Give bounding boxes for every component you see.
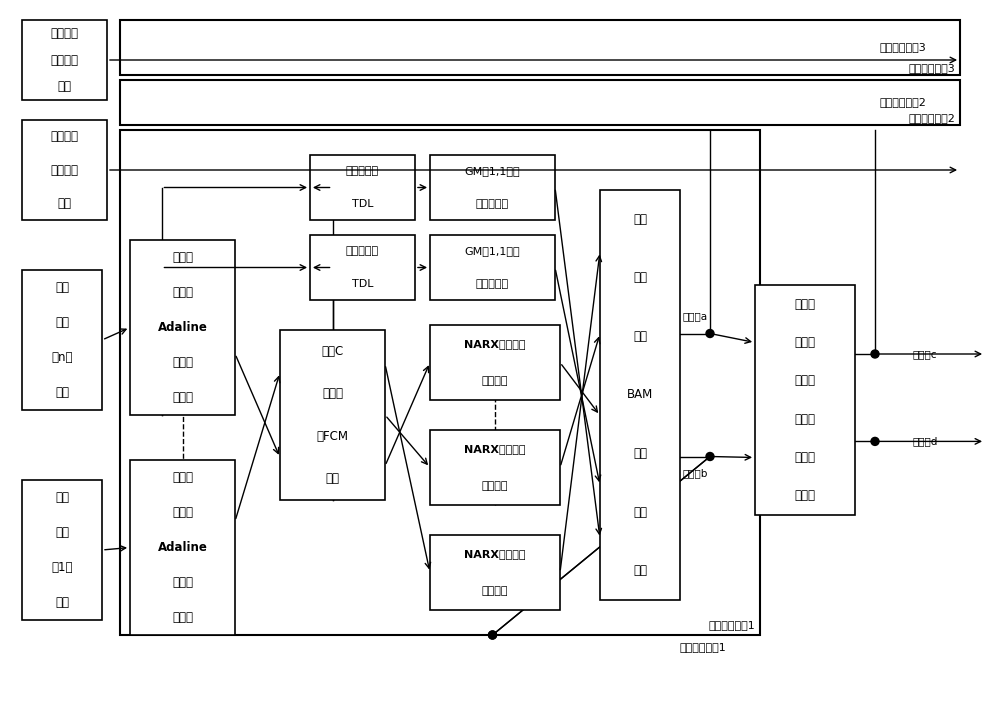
Bar — [600, 190, 680, 600]
Text: NARX神经网络: NARX神经网络 — [464, 339, 526, 349]
Text: 波动值d: 波动值d — [912, 437, 938, 447]
Text: 温度预: 温度预 — [794, 451, 816, 464]
Text: 预测模型: 预测模型 — [482, 376, 508, 386]
Text: 系数的: 系数的 — [794, 336, 816, 349]
Text: 神经网: 神经网 — [172, 576, 193, 589]
Text: 出值: 出值 — [58, 80, 72, 93]
Text: TDL: TDL — [352, 279, 373, 289]
Text: 二元联: 二元联 — [794, 298, 816, 311]
Text: 络模型: 络模型 — [172, 611, 193, 624]
Text: 确定值c: 确定值c — [913, 349, 937, 359]
Text: 参数检测模块1: 参数检测模块1 — [680, 642, 727, 652]
Text: 模型: 模型 — [326, 472, 340, 485]
Text: 联系: 联系 — [633, 271, 647, 285]
Text: 小波神: 小波神 — [794, 374, 816, 388]
Text: 按拍延迟线: 按拍延迟线 — [346, 246, 379, 257]
Text: 均值聚: 均值聚 — [322, 387, 343, 400]
Text: 多个风速: 多个风速 — [50, 27, 78, 40]
Text: 神经网: 神经网 — [172, 356, 193, 369]
Text: 传感: 传感 — [55, 526, 69, 539]
Circle shape — [871, 350, 879, 358]
Text: 测模型: 测模型 — [794, 489, 816, 503]
Text: 二元: 二元 — [633, 213, 647, 226]
Bar — [22, 120, 107, 220]
Text: TDL: TDL — [352, 199, 373, 209]
Bar — [130, 460, 235, 635]
Circle shape — [706, 453, 714, 461]
Bar — [120, 80, 960, 125]
Text: 器n输: 器n输 — [51, 351, 73, 364]
Text: 温度: 温度 — [55, 281, 69, 294]
Text: 模糊C: 模糊C — [321, 345, 344, 358]
Bar — [430, 325, 560, 400]
Text: NARX神经网络: NARX神经网络 — [464, 444, 526, 454]
Bar — [430, 155, 555, 220]
Text: 色预测模型: 色预测模型 — [476, 279, 509, 289]
Bar — [430, 535, 560, 610]
Text: 多个湿度: 多个湿度 — [50, 130, 78, 143]
Text: 出值: 出值 — [55, 596, 69, 609]
Text: 传感器输: 传感器输 — [50, 163, 78, 177]
Text: Adaline: Adaline — [158, 541, 207, 554]
Text: NARX神经网络: NARX神经网络 — [464, 549, 526, 559]
Text: 预测模型: 预测模型 — [482, 586, 508, 597]
Text: 器1输: 器1输 — [51, 561, 73, 574]
Text: 数的: 数的 — [633, 330, 647, 343]
Text: GM（1,1）灰: GM（1,1）灰 — [465, 246, 520, 257]
Bar — [130, 240, 235, 415]
Text: 网络: 网络 — [633, 505, 647, 519]
Bar — [22, 270, 102, 410]
Circle shape — [488, 631, 496, 639]
Bar — [22, 480, 102, 620]
Text: 参数检测模块1: 参数检测模块1 — [708, 620, 755, 630]
Text: 确定值a: 确定值a — [682, 311, 708, 322]
Text: GM（1,1）灰: GM（1,1）灰 — [465, 166, 520, 176]
Text: 类FCM: 类FCM — [316, 430, 349, 443]
Text: 神经: 神经 — [633, 447, 647, 460]
Bar — [310, 235, 415, 300]
Text: 单元的: 单元的 — [172, 506, 193, 519]
Bar — [280, 330, 385, 500]
Text: 参数检测模块2: 参数检测模块2 — [908, 113, 955, 123]
Text: 按拍延迟线: 按拍延迟线 — [346, 166, 379, 176]
Text: 参数检测模块3: 参数检测模块3 — [880, 43, 927, 53]
Text: 模型: 模型 — [633, 564, 647, 577]
Circle shape — [488, 631, 496, 639]
Bar — [430, 430, 560, 505]
Text: 单元的: 单元的 — [172, 286, 193, 299]
Circle shape — [871, 437, 879, 445]
Bar — [310, 155, 415, 220]
Text: 出值: 出值 — [55, 386, 69, 399]
Text: 传感器输: 传感器输 — [50, 53, 78, 67]
Text: Adaline: Adaline — [158, 321, 207, 334]
Text: 带时滞: 带时滞 — [172, 471, 193, 484]
Text: 参数检测模块2: 参数检测模块2 — [880, 97, 927, 107]
Text: 经网络: 经网络 — [794, 413, 816, 426]
Text: 色预测模型: 色预测模型 — [476, 199, 509, 209]
Bar — [120, 20, 960, 75]
Text: 带时滞: 带时滞 — [172, 251, 193, 264]
Bar — [755, 285, 855, 515]
Bar — [120, 130, 760, 635]
Text: 预测模型: 预测模型 — [482, 482, 508, 491]
Text: 参数检测模块3: 参数检测模块3 — [908, 63, 955, 73]
Text: 传感: 传感 — [55, 316, 69, 329]
Bar — [22, 20, 107, 100]
Text: 温度: 温度 — [55, 491, 69, 504]
Text: 络模型: 络模型 — [172, 391, 193, 404]
Text: 波动值b: 波动值b — [682, 468, 708, 479]
Bar — [430, 235, 555, 300]
Text: 出值: 出值 — [58, 197, 72, 210]
Circle shape — [706, 329, 714, 337]
Text: BAM: BAM — [627, 388, 653, 402]
